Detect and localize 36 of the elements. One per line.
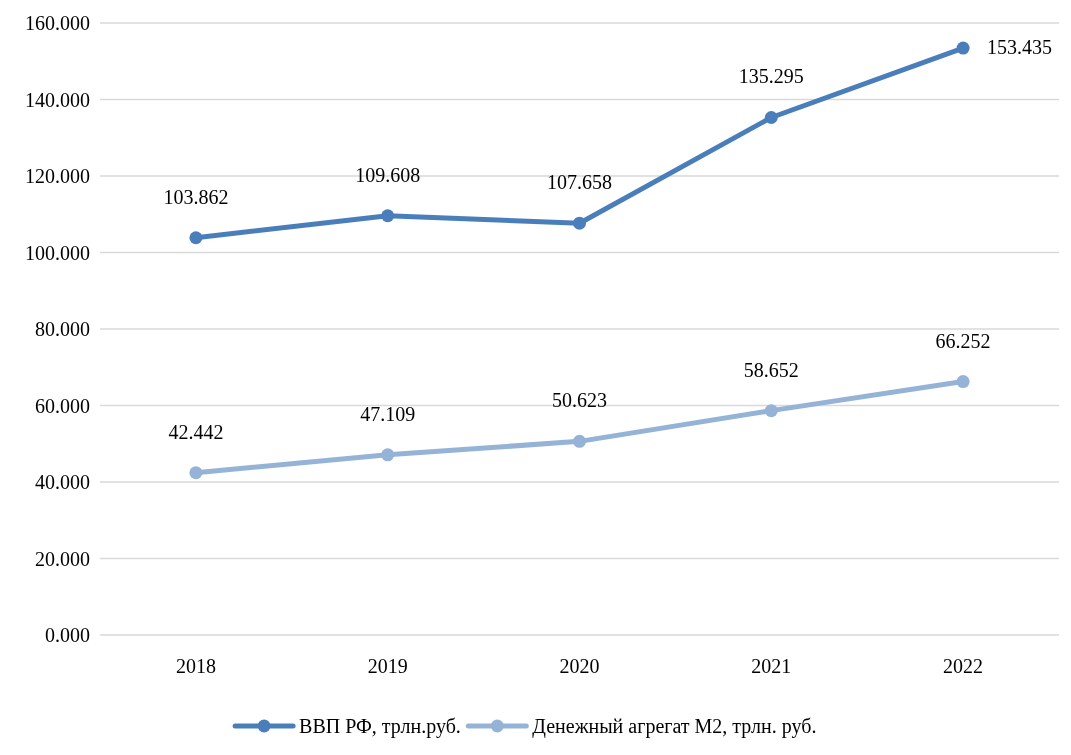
x-tick-label: 2018	[175, 655, 216, 677]
data-label: 153.435	[987, 36, 1053, 59]
y-tick-label: 40.000	[35, 471, 90, 493]
y-tick-label: 120.000	[25, 165, 90, 187]
y-tick-label: 140.000	[25, 88, 90, 111]
x-tick-label: 2022	[943, 655, 984, 677]
y-tick-label: 100.000	[25, 241, 90, 264]
data-label: 66.252	[935, 329, 991, 352]
y-tick-label: 0.000	[45, 624, 90, 646]
x-tick-label: 2019	[367, 655, 408, 677]
y-tick-label: 80.000	[35, 318, 90, 340]
data-label: 107.658	[547, 171, 612, 194]
point	[573, 434, 586, 448]
point	[956, 41, 970, 55]
data-label: 58.652	[743, 358, 799, 381]
x-tick-label: 2021	[751, 655, 792, 677]
point	[956, 375, 970, 389]
point	[573, 216, 586, 230]
legend-label: ВВП РФ, трлн.руб.	[299, 715, 461, 738]
point	[189, 466, 203, 480]
data-label: 42.442	[168, 420, 224, 443]
data-label: 135.295	[738, 65, 804, 88]
y-tick-label: 160.000	[25, 12, 90, 34]
point	[381, 209, 395, 223]
point	[764, 404, 778, 418]
data-label: 47.109	[360, 402, 416, 425]
point	[764, 111, 778, 124]
point	[189, 231, 203, 245]
data-label: 103.862	[163, 185, 229, 208]
data-label: 109.608	[355, 163, 421, 186]
legend-label: Денежный агрегат М2, трлн. руб.	[532, 715, 817, 738]
x-tick-label: 2020	[559, 655, 600, 677]
y-tick-label: 60.000	[35, 394, 90, 417]
y-tick-label: 20.000	[35, 547, 90, 570]
data-label: 50.623	[552, 389, 607, 412]
point	[381, 448, 395, 462]
